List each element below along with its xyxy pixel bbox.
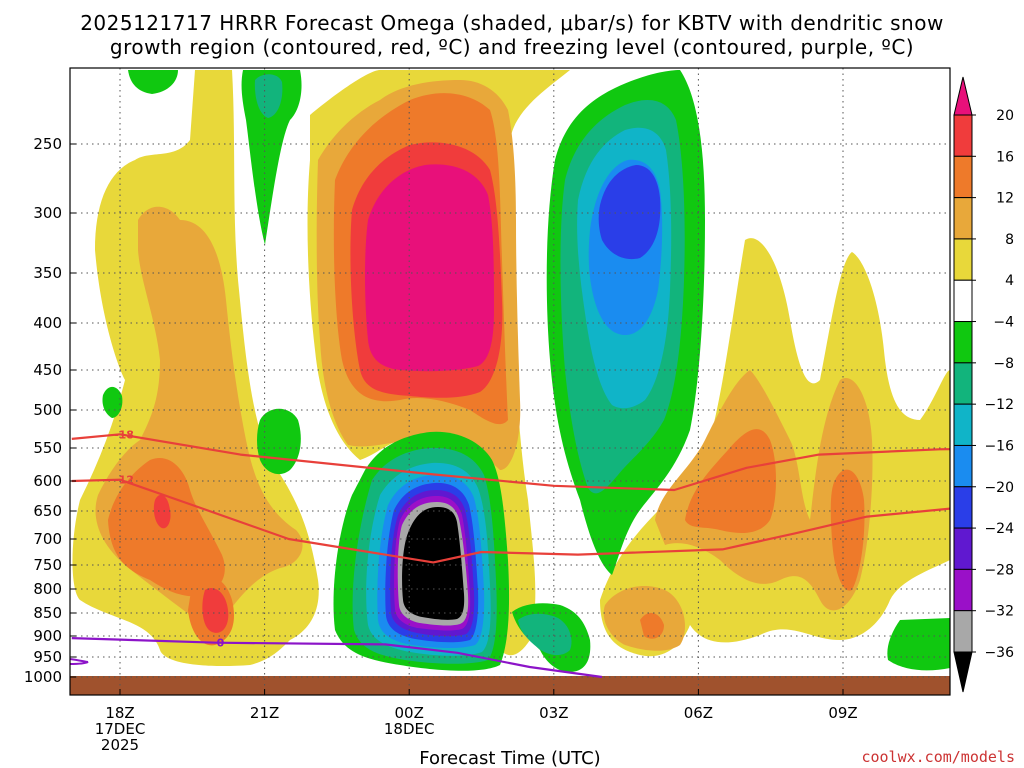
y-tick-label: 900 (33, 627, 62, 645)
credit-text: coolwx.com/models (861, 748, 1015, 766)
colorbar-label: 4 (1005, 273, 1014, 289)
plot-frame (69, 67, 951, 696)
contour-lines: -18 -12 0 (70, 428, 950, 679)
gridlines (70, 68, 950, 695)
colorbar-bin (953, 238, 973, 281)
x-tick-label: 2025 (101, 736, 139, 754)
colorbar-bin (953, 76, 973, 116)
chart-title-line1: 2025121717 HRRR Forecast Omega (shaded, … (80, 11, 944, 35)
freezing-level-contour-label: 0 (217, 637, 225, 650)
freezing-level-contour (71, 637, 603, 679)
y-tick-label: 850 (33, 604, 62, 622)
y-tick-label: 500 (33, 401, 62, 419)
y-axis: 250 300 350 400 450 500 550 600 650 700 750 800 850 9… (24, 135, 76, 686)
y-tick-label: 550 (33, 439, 62, 457)
y-tick-label: 1000 (24, 668, 62, 686)
dgz-contour-minus18 (71, 433, 950, 492)
colorbar-bin (953, 155, 973, 199)
colorbar-bin (953, 279, 973, 323)
x-tick-label: 17DEC (95, 720, 146, 738)
colorbar-label: 20 (996, 108, 1014, 124)
omega-fill-above-20 (365, 164, 494, 372)
colorbar-bin (953, 610, 973, 653)
y-tick-label: 450 (33, 361, 62, 379)
colorbar-bin (953, 197, 973, 240)
colorbar-label: 12 (996, 191, 1014, 207)
dgz-contour-minus18-label: -18 (114, 428, 134, 441)
colorbar-label: −32 (984, 604, 1014, 620)
y-tick-label: 600 (33, 472, 62, 490)
y-tick-label: 800 (33, 580, 62, 598)
colorbar-label: −36 (984, 645, 1014, 661)
x-tick-label: 18Z (105, 704, 134, 722)
colorbar-label: −16 (984, 438, 1014, 454)
colorbar-bin (953, 527, 973, 570)
colorbar-label: −24 (984, 521, 1014, 537)
chart-title-line2: growth region (contoured, red, ºC) and f… (110, 35, 914, 59)
colorbar-bin (953, 444, 973, 488)
y-tick-label: 750 (33, 556, 62, 574)
dgz-contour-minus12-label: -12 (114, 474, 134, 487)
colorbar-bin (953, 362, 973, 405)
freezing-level-hook (70, 658, 89, 665)
colorbar-label: −8 (993, 356, 1014, 372)
dgz-contour-minus12 (71, 478, 950, 564)
colorbar-label: −28 (984, 562, 1014, 578)
colorbar: 20 16 12 8 4 −4 −8 −12 −16 −20 −24 −28 −32 −36 (953, 76, 1014, 693)
x-tick-label: 00Z (395, 704, 424, 722)
colorbar-label: −12 (984, 397, 1014, 413)
colorbar-label: 8 (1005, 232, 1014, 248)
colorbar-bin (953, 568, 973, 612)
x-tick-label: 18DEC (384, 720, 435, 738)
colorbar-bin (953, 651, 973, 693)
ground-surface (70, 676, 950, 695)
colorbar-label: −20 (984, 480, 1014, 496)
x-tick-label: 06Z (684, 704, 713, 722)
y-tick-label: 950 (33, 648, 62, 666)
y-tick-label: 250 (33, 135, 62, 153)
y-tick-label: 650 (33, 502, 62, 520)
colorbar-label: 16 (996, 149, 1014, 165)
colorbar-bin (953, 114, 973, 157)
x-tick-label: 21Z (250, 704, 279, 722)
colorbar-label: −4 (993, 315, 1014, 331)
colorbar-bin (953, 486, 973, 529)
plot-area: -18 -12 0 (70, 68, 950, 695)
y-tick-label: 300 (33, 204, 62, 222)
colorbar-bin (953, 321, 973, 364)
x-tick-label: 09Z (828, 704, 857, 722)
colorbar-bin (953, 403, 973, 446)
x-axis-label: Forecast Time (UTC) (419, 748, 600, 768)
y-tick-label: 350 (33, 264, 62, 282)
x-tick-label: 03Z (539, 704, 568, 722)
y-tick-label: 700 (33, 530, 62, 548)
y-tick-label: 400 (33, 314, 62, 332)
